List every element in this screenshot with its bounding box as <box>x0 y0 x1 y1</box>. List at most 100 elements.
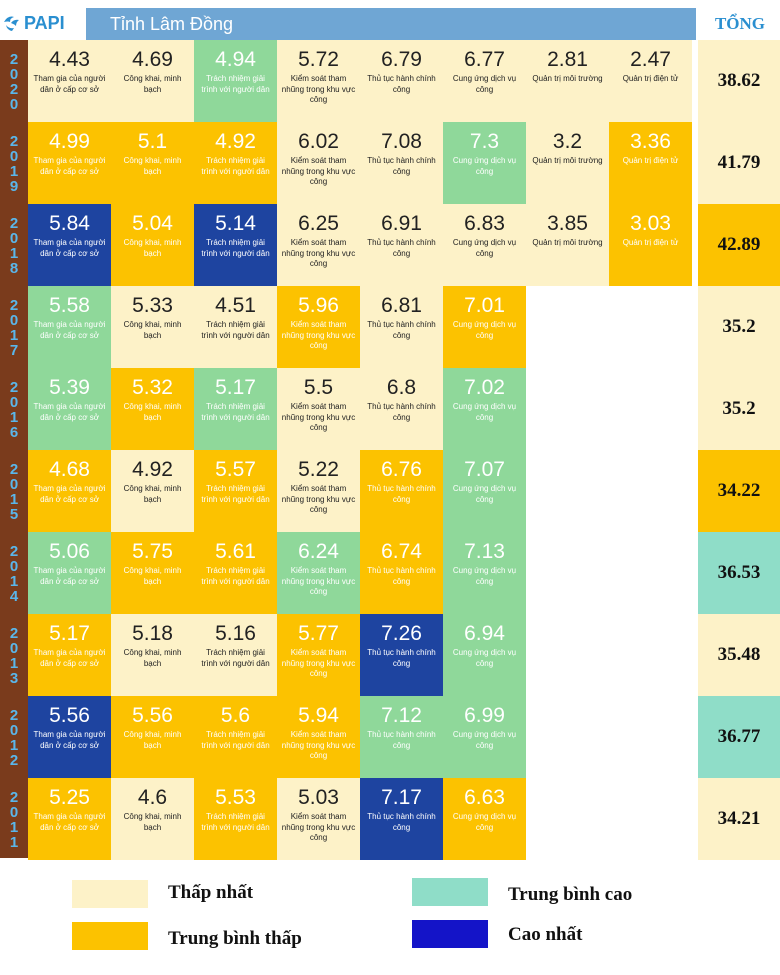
indicator-label: Trách nhiệm giải trình với người dân <box>201 320 270 340</box>
score-cell: 7.13 Cung ứng dịch vụ công <box>443 532 526 614</box>
indicator-label: Kiểm soát tham nhũng trong khu vực công <box>281 156 356 186</box>
score-value: 6.77 <box>464 48 505 71</box>
score-cell: 7.17 Thủ tục hành chính công <box>360 778 443 860</box>
score-cell: 7.08 Thủ tục hành chính công <box>360 122 443 204</box>
indicator-label: Kiểm soát tham nhũng trong khu vực công <box>281 74 356 104</box>
indicator-label: Công khai, minh bạch <box>123 648 182 668</box>
score-value: 4.51 <box>215 294 256 317</box>
indicator-label: Trách nhiệm giải trình với người dân <box>201 648 270 668</box>
score-cell: 5.94 Kiểm soát tham nhũng trong khu vực c… <box>277 696 360 778</box>
score-value: 6.24 <box>298 540 339 563</box>
score-value: 5.53 <box>215 786 256 809</box>
score-cell: 4.68 Tham gia của người dân ở cấp cơ sở <box>28 450 111 532</box>
indicator-label: Kiểm soát tham nhũng trong khu vực công <box>281 648 356 678</box>
score-cell: 3.2 Quản trị môi trường <box>526 122 609 204</box>
indicator-label: Tham gia của người dân ở cấp cơ sở <box>33 238 106 258</box>
total-score: 35.48 <box>698 614 780 696</box>
score-value: 3.2 <box>552 130 583 153</box>
indicator-label: Công khai, minh bạch <box>123 238 182 258</box>
indicator-label: Kiểm soát tham nhũng trong khu vực công <box>281 812 356 842</box>
score-cell: 4.43 Tham gia của người dân ở cấp cơ sở <box>28 40 111 122</box>
score-cell: 5.1 Công khai, minh bạch <box>111 122 194 204</box>
indicator-label: Tham gia của người dân ở cấp cơ sở <box>33 484 106 504</box>
score-value: 5.75 <box>132 540 173 563</box>
score-cell: 5.25 Tham gia của người dân ở cấp cơ sở <box>28 778 111 860</box>
indicator-label: Tham gia của người dân ở cấp cơ sở <box>33 402 106 422</box>
score-value: 2.81 <box>547 48 588 71</box>
score-cell: 7.12 Thủ tục hành chính công <box>360 696 443 778</box>
score-cell: 6.74 Thủ tục hành chính công <box>360 532 443 614</box>
score-cell: 6.76 Thủ tục hành chính công <box>360 450 443 532</box>
legend-swatch <box>412 878 488 906</box>
score-value: 5.33 <box>132 294 173 317</box>
total-score: 35.2 <box>698 368 780 450</box>
score-cell: 5.18 Công khai, minh bạch <box>111 614 194 696</box>
score-value: 2.47 <box>630 48 671 71</box>
indicator-label: Tham gia của người dân ở cấp cơ sở <box>33 74 106 94</box>
score-value: 5.18 <box>132 622 173 645</box>
indicator-label: Tham gia của người dân ở cấp cơ sở <box>33 156 106 176</box>
indicator-label: Quản trị môi trường <box>532 156 603 165</box>
score-cell: 6.79 Thủ tục hành chính công <box>360 40 443 122</box>
score-cell: 5.39 Tham gia của người dân ở cấp cơ sở <box>28 368 111 450</box>
indicator-label: Kiểm soát tham nhũng trong khu vực công <box>281 238 356 268</box>
indicator-label: Thủ tục hành chính công <box>367 730 436 750</box>
score-cell: 4.99 Tham gia của người dân ở cấp cơ sở <box>28 122 111 204</box>
score-value: 5.06 <box>49 540 90 563</box>
score-cell: 6.77 Cung ứng dịch vụ công <box>443 40 526 122</box>
year-text: 2012 <box>5 707 23 767</box>
year-text: 2017 <box>5 297 23 357</box>
total-score: 34.22 <box>698 450 780 532</box>
score-value: 6.99 <box>464 704 505 727</box>
score-value: 5.56 <box>132 704 173 727</box>
score-cell: 6.94 Cung ứng dịch vụ công <box>443 614 526 696</box>
score-value: 7.08 <box>381 130 422 153</box>
indicator-label: Kiểm soát tham nhũng trong khu vực công <box>281 402 356 432</box>
total-score: 36.77 <box>698 696 780 778</box>
year-text: 2013 <box>5 625 23 685</box>
score-cell: 6.8 Thủ tục hành chính công <box>360 368 443 450</box>
score-value: 5.04 <box>132 212 173 235</box>
total-score: 38.62 <box>698 40 780 122</box>
score-cell: 5.56 Công khai, minh bạch <box>111 696 194 778</box>
score-value: 6.63 <box>464 786 505 809</box>
indicator-label: Trách nhiệm giải trình với người dân <box>201 484 270 504</box>
indicator-label: Kiểm soát tham nhũng trong khu vực công <box>281 484 356 514</box>
legend-label: Trung bình cao <box>508 884 633 905</box>
score-value: 4.92 <box>215 130 256 153</box>
score-value: 3.36 <box>630 130 671 153</box>
score-cell: 5.58 Tham gia của người dân ở cấp cơ sở <box>28 286 111 368</box>
indicator-label: Quản trị môi trường <box>532 74 603 83</box>
score-cell: 5.84 Tham gia của người dân ở cấp cơ sở <box>28 204 111 286</box>
indicator-label: Thủ tục hành chính công <box>367 484 436 504</box>
score-value: 7.01 <box>464 294 505 317</box>
year-label: 2013 <box>0 614 28 696</box>
score-value: 5.03 <box>298 786 339 809</box>
score-cell: 6.91 Thủ tục hành chính công <box>360 204 443 286</box>
legend-swatch <box>412 920 488 948</box>
score-value: 5.94 <box>298 704 339 727</box>
score-value: 4.94 <box>215 48 256 71</box>
indicator-label: Thủ tục hành chính công <box>367 156 436 176</box>
score-cell: 6.24 Kiểm soát tham nhũng trong khu vực c… <box>277 532 360 614</box>
score-value: 4.92 <box>132 458 173 481</box>
year-label: 2019 <box>0 122 28 204</box>
year-text: 2018 <box>5 215 23 275</box>
year-label: 2018 <box>0 204 28 286</box>
year-column <box>0 40 28 858</box>
score-value: 5.17 <box>49 622 90 645</box>
papi-logo-icon <box>4 16 19 31</box>
score-cell: 5.5 Kiểm soát tham nhũng trong khu vực cô… <box>277 368 360 450</box>
score-cell: 5.6 Trách nhiệm giải trình với người dân <box>194 696 277 778</box>
score-cell: 5.06 Tham gia của người dân ở cấp cơ sở <box>28 532 111 614</box>
score-cell: 7.07 Cung ứng dịch vụ công <box>443 450 526 532</box>
year-label: 2015 <box>0 450 28 532</box>
indicator-label: Tham gia của người dân ở cấp cơ sở <box>33 730 106 750</box>
score-cell: 5.33 Công khai, minh bạch <box>111 286 194 368</box>
indicator-label: Quản trị điện tử <box>622 238 679 247</box>
score-cell: 5.61 Trách nhiệm giải trình với người dân <box>194 532 277 614</box>
indicator-label: Công khai, minh bạch <box>123 484 182 504</box>
score-value: 7.13 <box>464 540 505 563</box>
year-text: 2015 <box>5 461 23 521</box>
score-cell: 5.16 Trách nhiệm giải trình với người dân <box>194 614 277 696</box>
